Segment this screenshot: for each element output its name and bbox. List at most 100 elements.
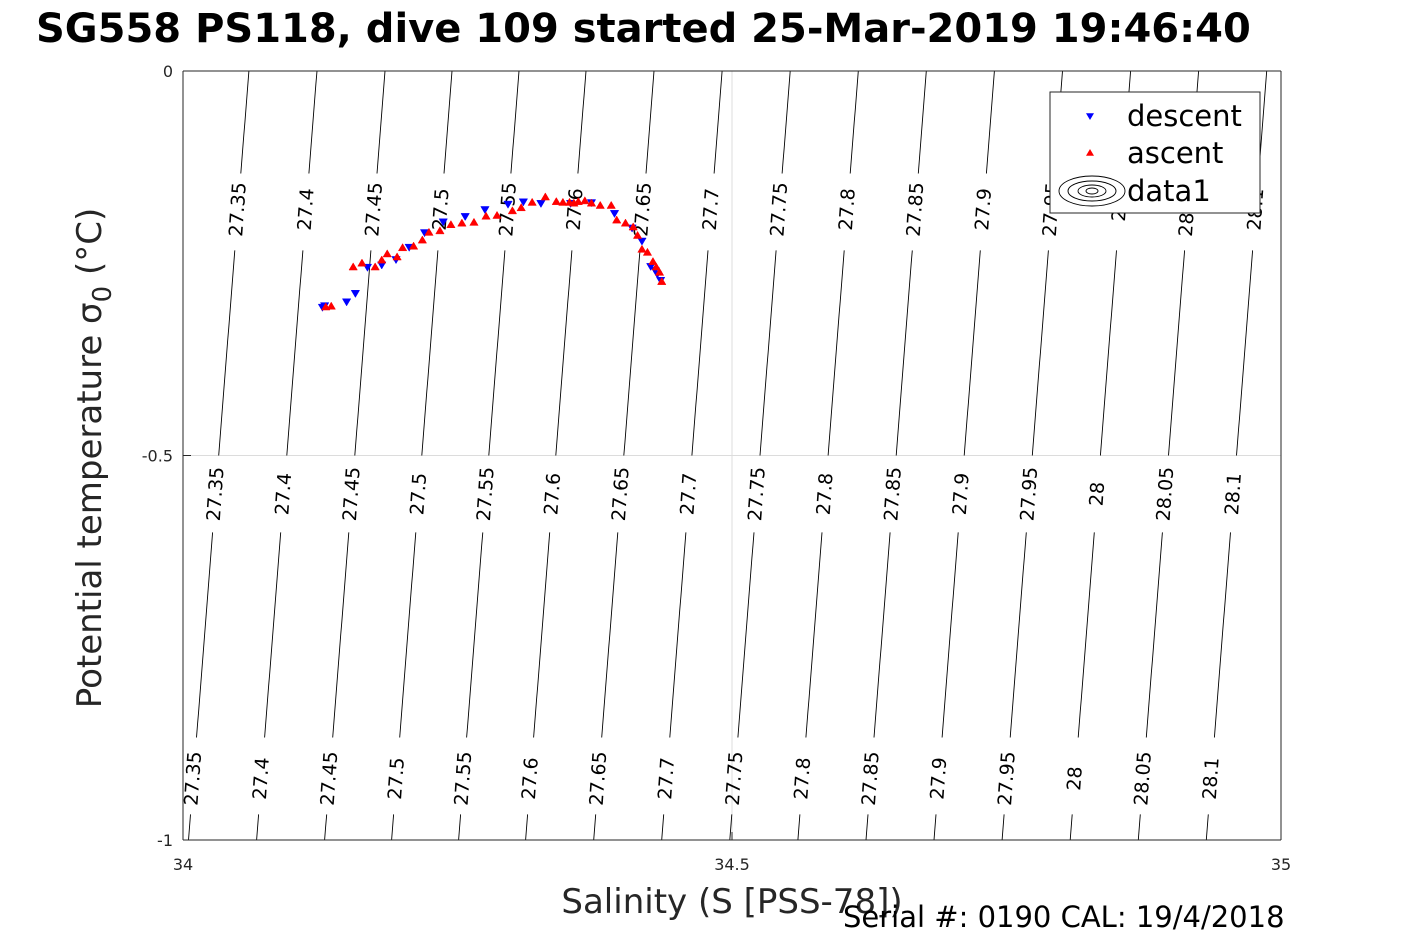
y-tick-label: 0 (163, 62, 173, 81)
isopycnal-label: 27.55 (495, 181, 521, 237)
ascent-point (457, 218, 467, 227)
isopycnal-label: 27.95 (994, 751, 1020, 807)
isopycnal-label: 27.55 (473, 466, 499, 522)
ascent-point (492, 210, 502, 219)
x-tick-label: 34 (173, 855, 193, 874)
isopycnal-label: 27.9 (971, 188, 996, 232)
descent-point (609, 210, 620, 218)
isopycnal-label: 27.85 (858, 751, 884, 807)
ascent-point (446, 220, 456, 228)
isopycnal-label: 28.05 (1153, 466, 1179, 522)
data-points (317, 192, 667, 312)
legend-contour-marker (1077, 184, 1107, 198)
ascent-point (657, 277, 667, 285)
ascent-point (382, 249, 392, 258)
descent-point (480, 206, 490, 215)
isopycnal-label: 27.8 (835, 188, 860, 232)
ascent-point (642, 247, 653, 256)
isopycnal-label: 28 (1086, 481, 1110, 507)
x-tick-label: 35 (1271, 855, 1291, 874)
ascent-point (408, 241, 419, 250)
isopycnal-label: 27.95 (1016, 466, 1042, 522)
ascent-point (527, 197, 537, 206)
isopycnal-label: 27.7 (654, 757, 679, 801)
descent-point (637, 237, 647, 246)
ascent-point (417, 235, 428, 244)
ascent-point (326, 301, 336, 310)
ascent-point (637, 244, 647, 253)
ascent-point (435, 226, 445, 235)
ascent-point (632, 230, 643, 239)
isopycnal-label: 27.75 (766, 181, 792, 237)
isopycnal-label: 27.7 (699, 188, 724, 232)
isopycnal-label: 27.65 (586, 751, 612, 807)
ascent-point (595, 200, 605, 209)
isopycnal-label: 27.75 (744, 466, 770, 522)
isopycnal-label: 27.6 (540, 472, 565, 516)
ascent-point (648, 257, 658, 265)
ascent-point (370, 262, 380, 271)
isopycnal-line (933, 70, 995, 841)
isopycnal-label: 27.35 (203, 466, 229, 522)
legend-label-data1: data1 (1127, 174, 1211, 208)
isopycnal-line (1205, 70, 1268, 841)
y-axis-label: Potential temperature σ0 (°C) (70, 208, 118, 708)
isopycnal-label: 27.35 (180, 751, 206, 807)
ascent-point (551, 197, 561, 205)
ascent-point (348, 262, 358, 271)
isopycnal-label: 27.85 (903, 181, 929, 237)
isopycnal-label: 27.45 (339, 466, 365, 522)
y-tick-label: -1 (157, 831, 173, 850)
ascent-point (424, 227, 434, 236)
ascent-point (516, 203, 526, 212)
isopycnal-label: 27.45 (317, 751, 343, 807)
isopycnal-label: 27.85 (880, 466, 906, 522)
isopycnal-line (391, 70, 453, 841)
isopycnal-line (525, 70, 587, 841)
isopycnal-line (256, 70, 318, 841)
descent-point (438, 218, 448, 227)
isopycnal-line (458, 70, 520, 841)
ascent-point (377, 255, 387, 264)
ascent-point (606, 200, 616, 209)
x-tick-label: 34.5 (714, 855, 750, 874)
legend-label-ascent: ascent (1127, 136, 1223, 170)
isopycnal-label: 28 (1063, 766, 1087, 792)
ascent-point (573, 197, 583, 205)
isopycnal-label: 27.9 (949, 472, 974, 516)
isopycnal-label: 27.5 (406, 472, 431, 516)
descent-point (350, 290, 361, 298)
ascent-point (397, 243, 408, 252)
isopycnal-line (729, 70, 791, 841)
isopycnal-label: 27.55 (451, 751, 477, 807)
isopycnal-label: 27.4 (249, 757, 274, 801)
isopycnal-line (865, 70, 927, 841)
chart-title: SG558 PS118, dive 109 started 25-Mar-201… (36, 6, 1251, 52)
isopycnal-label: 27.45 (361, 181, 387, 237)
isopycnal-line (324, 70, 386, 841)
isopycnal-label: 27.65 (608, 466, 634, 522)
isopycnal-label: 27.35 (225, 181, 251, 237)
ascent-point (654, 267, 665, 276)
tick-labels: 34 34.5 35 -1 -0.5 0 (142, 62, 1291, 874)
legend-descent-marker (1086, 113, 1094, 120)
legend-box (1049, 91, 1261, 214)
ascent-point (620, 218, 631, 227)
isopycnal-label: 28.1 (1199, 757, 1224, 801)
isopycnal-label: 27.9 (926, 757, 951, 801)
isopycnal-label: 27.5 (384, 757, 409, 801)
isopycnal-label: 27.8 (790, 757, 815, 801)
legend-contour-marker (1058, 175, 1126, 207)
legend-ascent-marker (1086, 149, 1094, 156)
isopycnal-line (1001, 70, 1063, 841)
isopycnal-label: 27.4 (271, 472, 296, 516)
isopycnal-line (188, 70, 250, 841)
isopycnal-label: 27.4 (294, 188, 319, 232)
descent-point (503, 200, 513, 209)
isopycnal-line (1137, 70, 1200, 841)
isopycnal-label: 28.1 (1221, 472, 1246, 516)
y-tick-label: -0.5 (142, 447, 173, 466)
ascent-point (481, 211, 491, 220)
